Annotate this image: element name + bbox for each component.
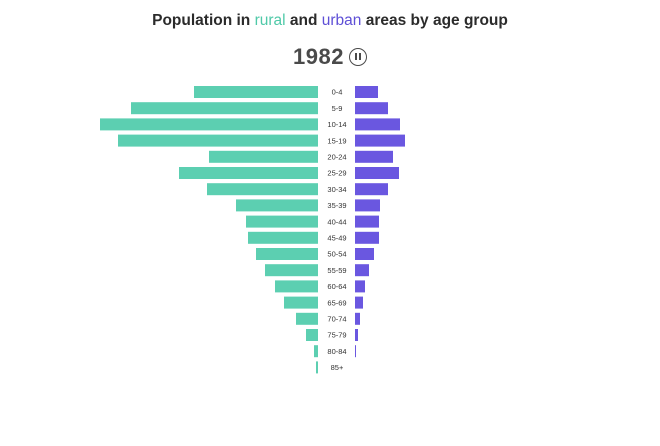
age-tick-label: 65-69 [327,298,346,307]
age-tick-label: 45-49 [327,234,346,243]
urban-bar-20-24 [355,150,393,163]
rural-bar-55-59 [265,264,318,277]
rural-bar-30-34 [207,183,318,196]
age-tick-label: 50-54 [327,250,346,259]
age-tick-label: 35-39 [327,201,346,210]
rural-bar-25-29 [179,167,318,179]
age-tick-label: 15-19 [327,136,346,145]
urban-bar-5-9 [355,102,388,115]
age-tick-label: 30-34 [327,185,346,194]
rural-bar-35-39 [236,199,318,212]
urban-bar-55-59 [355,264,369,277]
age-tick-label: 70-74 [327,315,346,324]
rural-bar-20-24 [209,150,318,163]
title-suffix: areas by age group [361,12,508,29]
rural-bar-60-64 [275,280,318,293]
urban-bar-30-34 [355,183,388,196]
urban-bar-75-79 [355,329,358,341]
urban-bar-80-84 [355,345,356,358]
age-tick-label: 55-59 [327,266,346,275]
age-tick-label: 20-24 [327,153,346,162]
rural-bar-15-19 [118,134,318,147]
rural-bar-0-4 [194,86,318,98]
age-tick-label: 60-64 [327,282,346,291]
urban-bar-60-64 [355,280,365,293]
urban-bar-40-44 [355,215,379,228]
urban-bar-10-14 [355,118,400,131]
rural-bar-80-84 [314,345,318,358]
title-urban-legend: urban [321,12,362,29]
rural-bar-10-14 [100,118,318,131]
urban-bar-50-54 [355,248,374,260]
urban-bar-70-74 [355,312,360,325]
pause-circle-icon[interactable] [348,48,367,66]
age-tick-label: 80-84 [327,347,346,356]
age-tick-label: 25-29 [327,169,346,178]
year-control: 1982 [0,44,660,70]
urban-bar-15-19 [355,134,405,147]
urban-bar-35-39 [355,199,380,212]
rural-bar-65-69 [284,296,318,309]
rural-bar-40-44 [246,215,318,228]
title-rural-legend: rural [254,12,286,29]
rural-bar-75-79 [306,329,318,341]
year-label: 1982 [293,44,344,69]
age-tick-label: 0-4 [332,88,343,97]
chart-title: Population in rural and urban areas by a… [0,12,660,30]
rural-bar-70-74 [296,312,318,325]
age-tick-label: 40-44 [327,217,346,226]
title-middle: and [285,12,322,29]
urban-bar-45-49 [355,231,379,244]
rural-bar-5-9 [131,102,318,115]
age-tick-label: 5-9 [332,104,343,113]
age-tick-label: 75-79 [327,331,346,340]
urban-bar-25-29 [355,167,399,179]
title-prefix: Population in [152,12,255,29]
age-tick-label: 10-14 [327,120,346,129]
rural-bar-45-49 [248,231,318,244]
rural-bar-85+ [316,361,318,374]
rural-bar-50-54 [256,248,318,260]
urban-bar-0-4 [355,86,378,98]
urban-bar-65-69 [355,296,363,309]
age-tick-label: 85+ [331,363,344,372]
